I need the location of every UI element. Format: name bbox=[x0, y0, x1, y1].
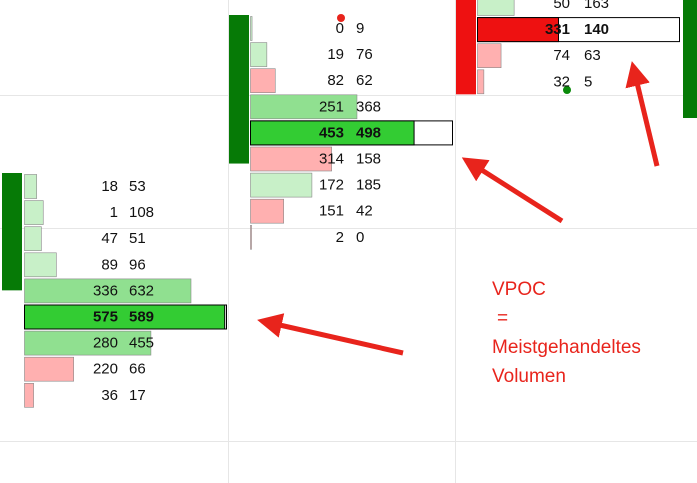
ask-volume: 53 bbox=[129, 178, 146, 195]
bid-volume: 220 bbox=[93, 361, 118, 378]
bid-volume: 0 bbox=[336, 20, 344, 37]
bid-volume: 47 bbox=[101, 230, 118, 247]
ask-volume: 158 bbox=[356, 150, 381, 167]
bid-volume: 32 bbox=[553, 73, 570, 90]
column: 18 53 1 108 47 51 89 96 336 632 575 589 280 455 220 66 3… bbox=[2, 173, 227, 408]
bid-volume: 453 bbox=[319, 124, 344, 141]
bid-volume: 280 bbox=[93, 335, 118, 352]
ask-volume: 368 bbox=[356, 98, 381, 115]
ask-volume: 17 bbox=[129, 387, 146, 404]
bid-volume: 36 bbox=[101, 387, 118, 404]
volume-bar bbox=[24, 200, 44, 225]
ask-volume: 76 bbox=[356, 46, 373, 63]
bid-volume: 151 bbox=[319, 203, 344, 220]
volume-bar bbox=[250, 198, 284, 224]
dot bbox=[563, 86, 571, 94]
bid-volume: 50 bbox=[553, 0, 570, 12]
bid-volume: 19 bbox=[327, 46, 344, 63]
bid-volume: 172 bbox=[319, 177, 344, 194]
volume-bar bbox=[250, 172, 313, 198]
volume-bar bbox=[477, 17, 560, 43]
volume-bar bbox=[477, 43, 502, 69]
ask-volume: 108 bbox=[129, 204, 154, 221]
ask-volume: 589 bbox=[129, 308, 154, 325]
bid-volume: 18 bbox=[101, 178, 118, 195]
ask-volume: 140 bbox=[584, 21, 609, 38]
bid-volume: 314 bbox=[319, 150, 344, 167]
dot bbox=[337, 14, 345, 22]
volume-bar bbox=[24, 330, 152, 356]
ask-volume: 51 bbox=[129, 230, 146, 247]
volume-bar bbox=[250, 42, 268, 67]
ask-volume: 96 bbox=[129, 256, 146, 273]
side-bar bbox=[229, 15, 249, 164]
annotation-line: Volumen bbox=[492, 366, 566, 387]
ask-volume: 63 bbox=[584, 47, 601, 64]
arrows bbox=[257, 61, 660, 356]
column: 50 163 331 140 74 63 32 5 bbox=[456, 0, 680, 95]
ask-volume: 498 bbox=[356, 124, 381, 141]
annotation-line: = bbox=[497, 308, 508, 329]
ask-volume: 9 bbox=[356, 20, 364, 37]
bid-volume: 2 bbox=[336, 229, 344, 246]
volume-bar bbox=[477, 0, 515, 16]
volume-bar bbox=[24, 174, 38, 199]
arrow bbox=[257, 313, 404, 356]
ask-volume: 42 bbox=[356, 203, 373, 220]
side-bar bbox=[456, 0, 476, 95]
annotation: VPOC = Meistgehandeltes Volumen bbox=[492, 279, 641, 387]
volume-bar bbox=[24, 278, 192, 304]
volume-bar bbox=[250, 16, 253, 41]
ask-volume: 5 bbox=[584, 73, 592, 90]
bid-volume: 251 bbox=[319, 98, 344, 115]
side-bar bbox=[2, 173, 22, 291]
volume-bar bbox=[24, 226, 42, 251]
ask-volume: 62 bbox=[356, 72, 373, 89]
arrow bbox=[625, 61, 660, 167]
annotation-line: Meistgehandeltes bbox=[492, 337, 641, 358]
bid-volume: 74 bbox=[553, 47, 570, 64]
volume-bar bbox=[477, 69, 485, 95]
side-bar bbox=[683, 0, 697, 118]
volume-bar bbox=[250, 94, 358, 120]
ask-volume: 66 bbox=[129, 361, 146, 378]
arrow bbox=[461, 157, 564, 224]
ask-volume: 0 bbox=[356, 229, 364, 246]
bid-volume: 336 bbox=[93, 282, 118, 299]
volume-bar bbox=[250, 120, 415, 146]
volume-bar bbox=[24, 356, 74, 382]
volume-bar bbox=[24, 252, 57, 278]
ask-volume: 185 bbox=[356, 177, 381, 194]
volume-bar bbox=[250, 225, 252, 250]
ask-volume: 455 bbox=[129, 335, 154, 352]
ask-volume: 632 bbox=[129, 282, 154, 299]
bid-volume: 331 bbox=[545, 21, 570, 38]
volume-bar bbox=[24, 382, 34, 408]
bid-volume: 82 bbox=[327, 72, 344, 89]
volume-bar bbox=[250, 68, 276, 93]
bid-volume: 89 bbox=[101, 256, 118, 273]
ask-volume: 163 bbox=[584, 0, 609, 12]
volume-bar bbox=[24, 304, 226, 330]
bid-volume: 575 bbox=[93, 308, 118, 325]
volume-bar bbox=[250, 146, 332, 172]
annotation-line: VPOC bbox=[492, 279, 546, 300]
bid-volume: 1 bbox=[110, 204, 118, 221]
